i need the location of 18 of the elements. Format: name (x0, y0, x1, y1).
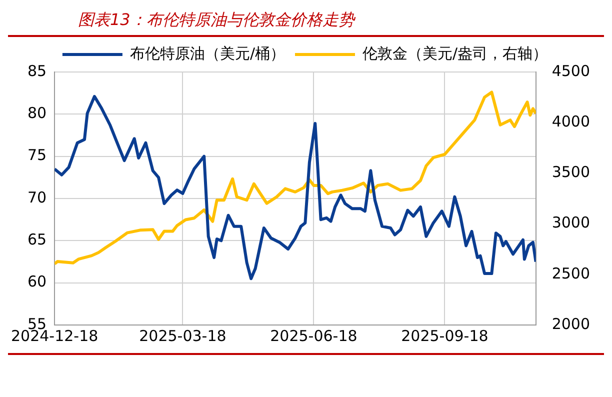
y-tick-label: 65 (27, 230, 47, 249)
y2-tick-label: 2000 (552, 314, 590, 333)
y-tick-label: 75 (27, 146, 47, 164)
y-tick-label: 70 (27, 188, 47, 206)
x-tick-label: 2025-03-18 (139, 326, 226, 345)
y2-tick-label: 4500 (552, 62, 590, 80)
legend-label: 布伦特原油（美元/桶） (130, 44, 286, 62)
legend-label: 伦敦金（美元/盎司，右轴） (362, 44, 548, 62)
y-tick-label: 80 (27, 104, 47, 122)
x-tick-label: 2025-06-18 (270, 326, 358, 345)
y-tick-label: 60 (27, 272, 47, 291)
y2-tick-label: 4000 (552, 112, 590, 130)
chart-title: 图表13：布伦特原油与伦敦金价格走势 (8, 8, 604, 37)
x-tick-label: 2025-09-18 (401, 326, 488, 345)
y-tick-label: 85 (27, 62, 47, 80)
y2-tick-label: 3500 (552, 163, 590, 182)
y2-tick-label: 3000 (552, 214, 590, 232)
y2-tick-label: 2500 (552, 264, 590, 282)
